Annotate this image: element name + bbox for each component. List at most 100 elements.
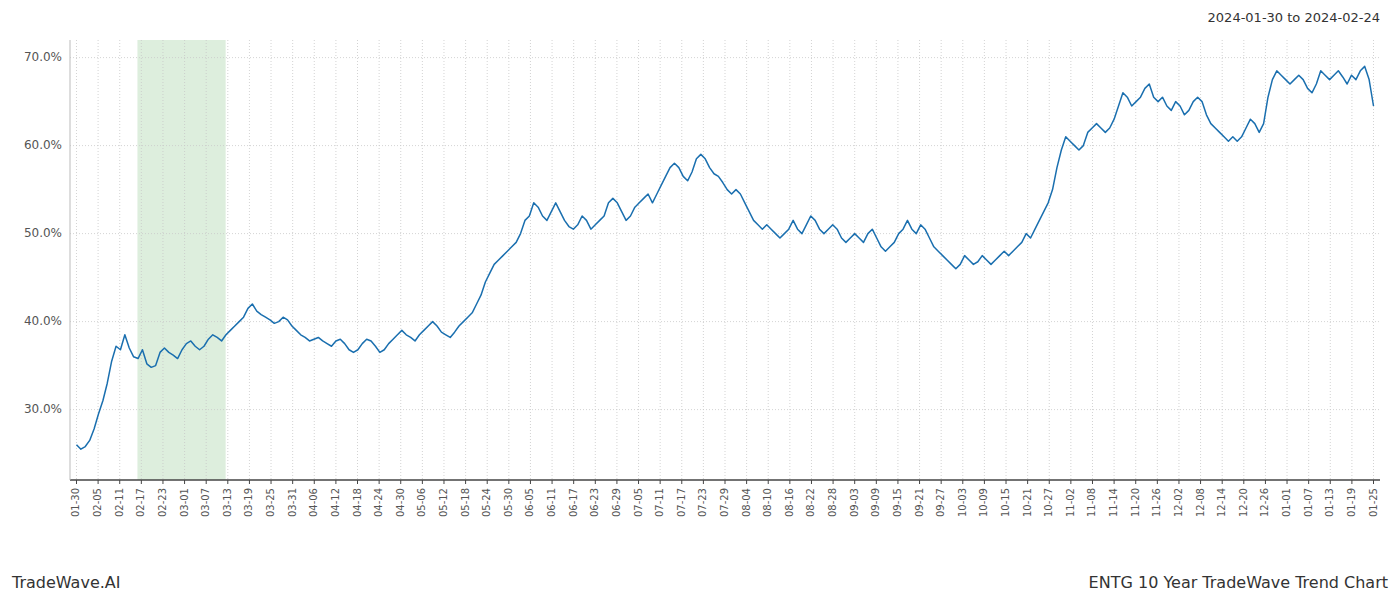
x-tick-label: 09-27 bbox=[935, 488, 946, 517]
x-tick bbox=[1222, 480, 1223, 484]
x-tick-label: 12-20 bbox=[1238, 488, 1249, 517]
x-grid-line bbox=[768, 40, 769, 480]
x-grid-line bbox=[292, 40, 293, 480]
x-tick bbox=[184, 480, 185, 484]
y-tick-label: 40.0% bbox=[24, 314, 62, 328]
x-tick-label: 08-16 bbox=[784, 488, 795, 517]
x-tick-label: 01-19 bbox=[1346, 488, 1357, 517]
x-tick bbox=[98, 480, 99, 484]
x-grid-line bbox=[876, 40, 877, 480]
x-tick-label: 03-13 bbox=[222, 488, 233, 517]
x-tick-label: 02-11 bbox=[114, 488, 125, 517]
x-grid-line bbox=[379, 40, 380, 480]
x-grid-line bbox=[1200, 40, 1201, 480]
x-tick bbox=[422, 480, 423, 484]
x-tick-label: 05-30 bbox=[503, 488, 514, 517]
x-tick-label: 11-02 bbox=[1065, 488, 1076, 517]
x-grid-line bbox=[1049, 40, 1050, 480]
x-tick bbox=[897, 480, 898, 484]
x-tick bbox=[1287, 480, 1288, 484]
x-tick bbox=[508, 480, 509, 484]
x-tick bbox=[768, 480, 769, 484]
x-grid-line bbox=[854, 40, 855, 480]
x-tick-label: 09-21 bbox=[914, 488, 925, 517]
x-tick bbox=[249, 480, 250, 484]
x-tick bbox=[833, 480, 834, 484]
x-grid-line bbox=[508, 40, 509, 480]
x-tick-label: 03-01 bbox=[179, 488, 190, 517]
x-grid-line bbox=[357, 40, 358, 480]
x-grid-line bbox=[984, 40, 985, 480]
x-tick bbox=[638, 480, 639, 484]
x-grid-line bbox=[249, 40, 250, 480]
x-tick bbox=[1330, 480, 1331, 484]
x-tick-label: 01-07 bbox=[1303, 488, 1314, 517]
x-tick-label: 09-15 bbox=[892, 488, 903, 517]
trend-line bbox=[76, 66, 1373, 449]
y-tick-label: 60.0% bbox=[24, 138, 62, 152]
x-grid-line bbox=[1222, 40, 1223, 480]
x-grid-line bbox=[897, 40, 898, 480]
x-tick bbox=[789, 480, 790, 484]
x-tick-label: 01-01 bbox=[1281, 488, 1292, 517]
x-tick-label: 04-06 bbox=[308, 488, 319, 517]
x-tick bbox=[919, 480, 920, 484]
x-tick-label: 10-27 bbox=[1043, 488, 1054, 517]
x-tick-label: 12-14 bbox=[1216, 488, 1227, 517]
y-grid-line bbox=[70, 321, 1380, 322]
x-grid-line bbox=[76, 40, 77, 480]
x-tick bbox=[573, 480, 574, 484]
x-tick bbox=[271, 480, 272, 484]
shaded-region bbox=[137, 40, 225, 480]
x-grid-line bbox=[681, 40, 682, 480]
x-tick bbox=[1200, 480, 1201, 484]
x-grid-line bbox=[1092, 40, 1093, 480]
x-tick-label: 04-24 bbox=[373, 488, 384, 517]
x-tick-label: 03-07 bbox=[200, 488, 211, 517]
x-tick bbox=[1114, 480, 1115, 484]
x-grid-line bbox=[119, 40, 120, 480]
x-grid-line bbox=[443, 40, 444, 480]
annotation: ENTG 10 Year TradeWave Trend Chart bbox=[1089, 573, 1388, 592]
y-tick-label: 50.0% bbox=[24, 226, 62, 240]
y-axis-line bbox=[70, 40, 71, 480]
x-tick-label: 10-03 bbox=[957, 488, 968, 517]
x-tick bbox=[811, 480, 812, 484]
x-tick-label: 11-08 bbox=[1086, 488, 1097, 517]
x-tick bbox=[357, 480, 358, 484]
x-tick bbox=[681, 480, 682, 484]
x-grid-line bbox=[1070, 40, 1071, 480]
x-tick-label: 04-12 bbox=[330, 488, 341, 517]
x-tick-label: 06-17 bbox=[568, 488, 579, 517]
x-grid-line bbox=[1027, 40, 1028, 480]
x-tick bbox=[1351, 480, 1352, 484]
x-tick-label: 01-25 bbox=[1368, 488, 1379, 517]
x-grid-line bbox=[206, 40, 207, 480]
x-tick-label: 10-09 bbox=[978, 488, 989, 517]
x-grid-line bbox=[725, 40, 726, 480]
x-grid-line bbox=[919, 40, 920, 480]
x-tick-label: 06-11 bbox=[546, 488, 557, 517]
x-tick bbox=[443, 480, 444, 484]
chart: 01-3002-0502-1102-1702-2303-0103-0703-13… bbox=[0, 0, 1400, 600]
x-tick bbox=[162, 480, 163, 484]
x-tick-label: 03-31 bbox=[287, 488, 298, 517]
x-tick-label: 05-06 bbox=[416, 488, 427, 517]
x-tick bbox=[1027, 480, 1028, 484]
x-tick bbox=[141, 480, 142, 484]
x-grid-line bbox=[1157, 40, 1158, 480]
x-tick-label: 11-14 bbox=[1108, 488, 1119, 517]
x-tick bbox=[400, 480, 401, 484]
x-tick bbox=[746, 480, 747, 484]
x-tick-label: 04-30 bbox=[395, 488, 406, 517]
x-tick-label: 06-05 bbox=[524, 488, 535, 517]
x-tick bbox=[1135, 480, 1136, 484]
x-grid-line bbox=[227, 40, 228, 480]
x-grid-line bbox=[335, 40, 336, 480]
x-tick bbox=[227, 480, 228, 484]
x-tick bbox=[1265, 480, 1266, 484]
x-tick-label: 07-17 bbox=[676, 488, 687, 517]
x-grid-line bbox=[552, 40, 553, 480]
x-tick bbox=[1049, 480, 1050, 484]
x-tick bbox=[595, 480, 596, 484]
